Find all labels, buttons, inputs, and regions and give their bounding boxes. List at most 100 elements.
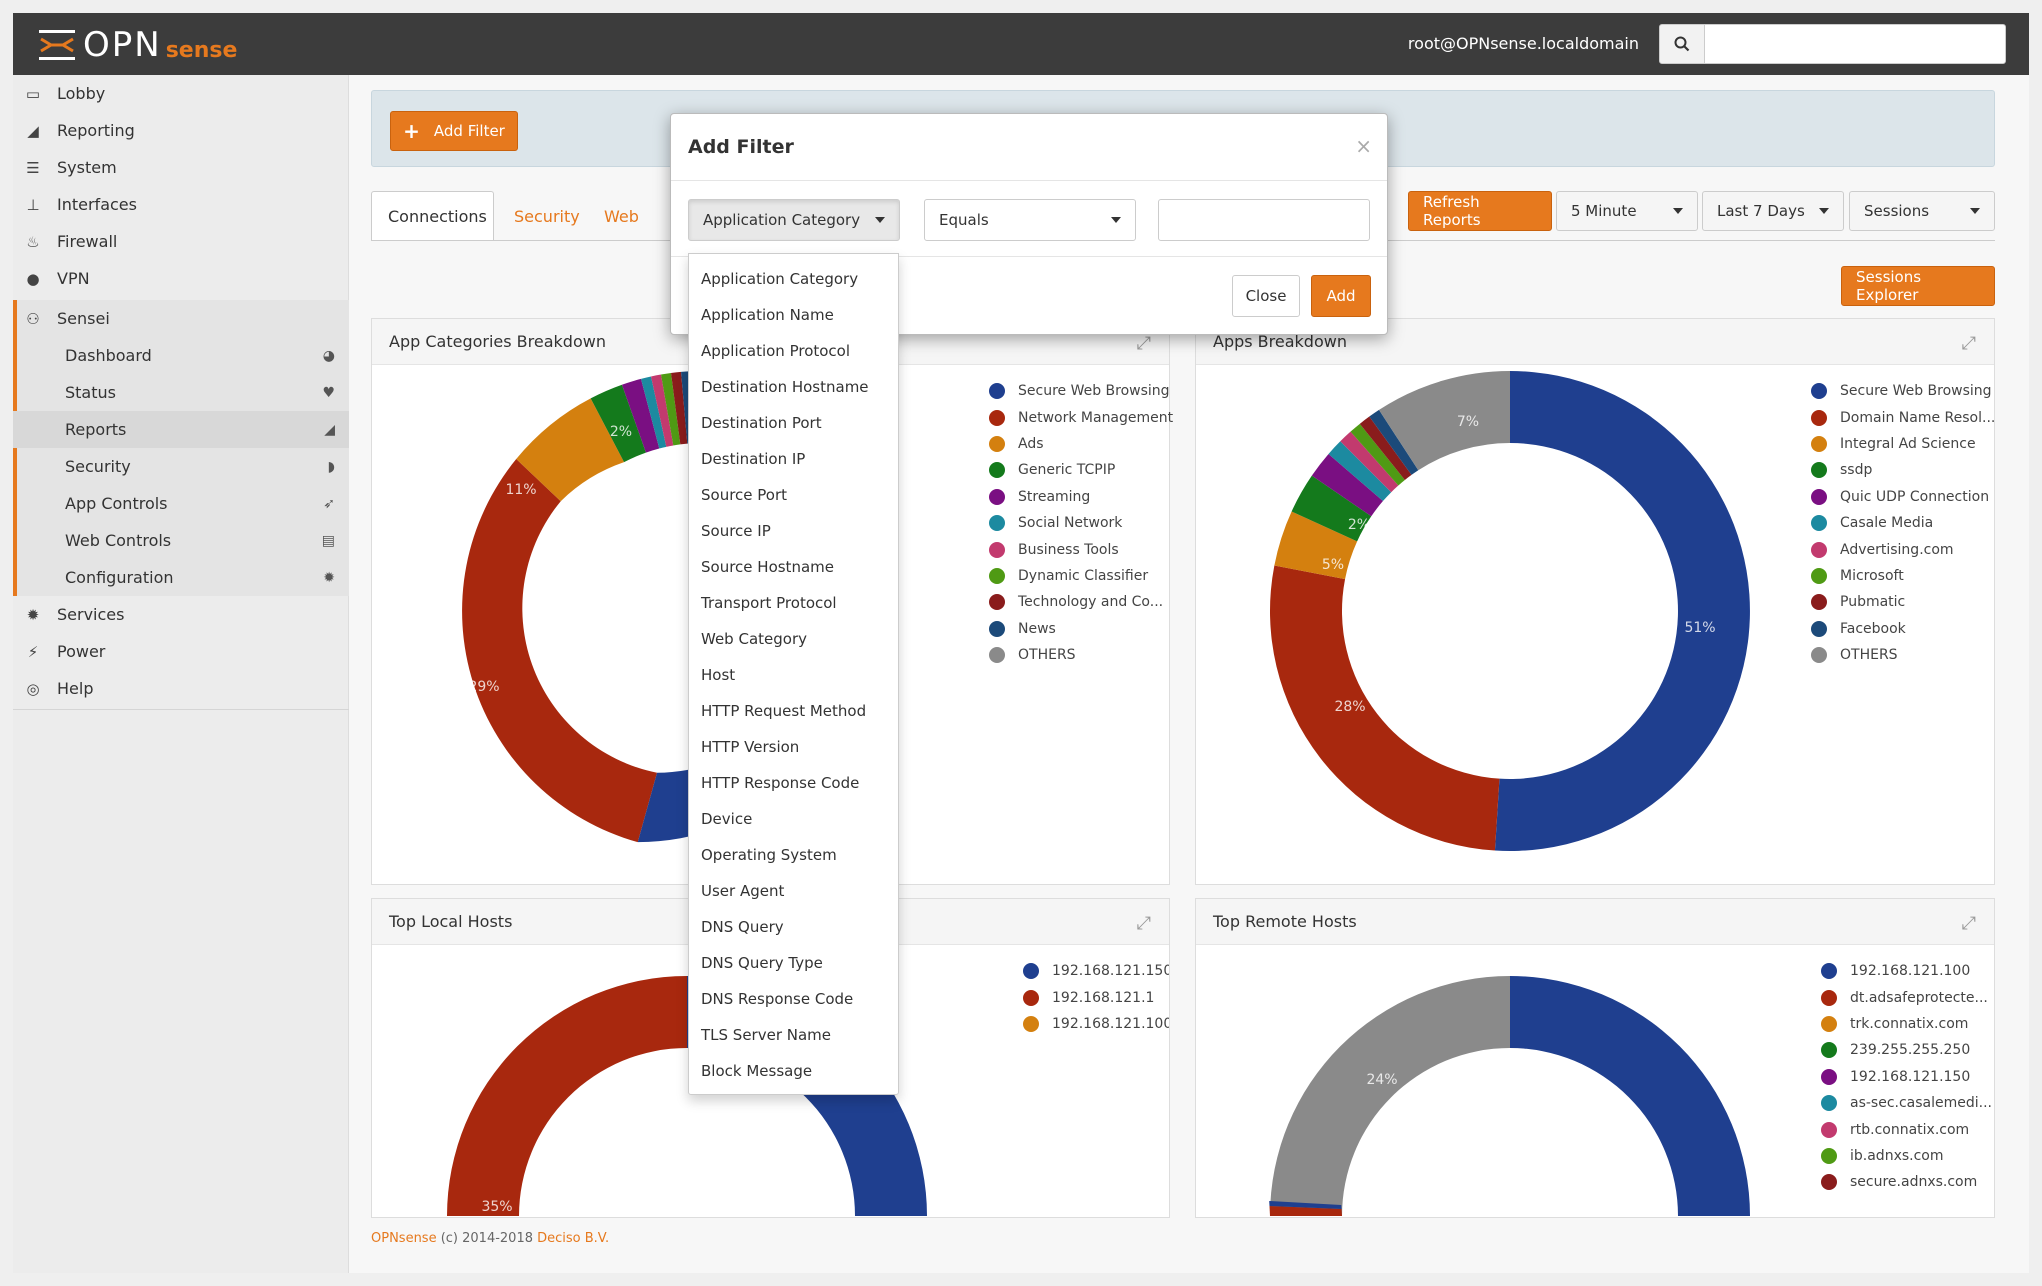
dropdown-option[interactable]: HTTP Version — [701, 738, 800, 756]
dropdown-option[interactable]: DNS Query Type — [701, 954, 823, 972]
dropdown-option[interactable]: Web Category — [701, 630, 807, 648]
legend-item[interactable]: Microsoft — [1811, 563, 1995, 589]
dropdown-option[interactable]: Destination Hostname — [701, 378, 869, 396]
search-input[interactable] — [1704, 24, 2006, 64]
legend-item[interactable]: Streaming — [989, 484, 1173, 510]
sidebar-subitem-web-controls[interactable]: Web Controls ▤ — [13, 522, 349, 559]
dropdown-option[interactable]: HTTP Request Method — [701, 702, 867, 720]
legend-item[interactable]: dt.adsafeprotecte... — [1821, 984, 1992, 1010]
sidebar-item-firewall[interactable]: ♨ Firewall — [13, 223, 349, 260]
legend-item[interactable]: Business Tools — [989, 536, 1173, 562]
sidebar-item-interfaces[interactable]: ⊥ Interfaces — [13, 186, 349, 223]
dropdown-option[interactable]: Source Hostname — [701, 558, 834, 576]
legend-item[interactable]: Quic UDP Connection — [1811, 484, 1995, 510]
sidebar-subitem-security[interactable]: Security ◗ — [13, 448, 349, 485]
legend-item[interactable]: Pubmatic — [1811, 589, 1995, 615]
dropdown-option[interactable]: Device — [701, 810, 753, 828]
dropdown-option[interactable]: Application Protocol — [701, 342, 851, 360]
sidebar-subitem-app-controls[interactable]: App Controls ➶ — [13, 485, 349, 522]
legend-item[interactable]: Network Management — [989, 404, 1173, 430]
dropdown-option[interactable]: Transport Protocol — [701, 594, 837, 612]
sidebar-item-system[interactable]: ☰ System — [13, 149, 349, 186]
footer-company-link[interactable]: Deciso B.V. — [537, 1231, 610, 1246]
filter-field-select[interactable]: Application Category — [688, 199, 900, 241]
sidebar-item-services[interactable]: ✹ Services — [13, 596, 349, 633]
add-filter-button[interactable]: + Add Filter — [390, 111, 518, 151]
legend-item[interactable]: ssdp — [1811, 457, 1995, 483]
sidebar-subitem-reports[interactable]: Reports ◢ — [13, 411, 349, 448]
legend-dot — [1811, 409, 1827, 426]
dropdown-option[interactable]: Destination IP — [701, 450, 806, 468]
legend-item[interactable]: Social Network — [989, 510, 1173, 536]
legend-item[interactable]: trk.connatix.com — [1821, 1011, 1992, 1037]
sidebar-item-help[interactable]: ◎ Help — [13, 670, 349, 707]
legend-item[interactable]: 239.255.255.250 — [1821, 1037, 1992, 1063]
dropdown-option[interactable]: Source Port — [701, 486, 788, 504]
legend-item[interactable]: Integral Ad Science — [1811, 431, 1995, 457]
refresh-reports-button[interactable]: Refresh Reports — [1408, 191, 1552, 231]
close-button[interactable]: Close — [1232, 275, 1300, 317]
tab-security[interactable]: Security — [498, 191, 596, 241]
tab-connections[interactable]: Connections — [371, 191, 494, 241]
search-button[interactable] — [1659, 24, 1705, 64]
legend-item[interactable]: Secure Web Browsing — [1811, 378, 1995, 404]
legend-item[interactable]: Generic TCPIP — [989, 457, 1173, 483]
legend-item[interactable]: Facebook — [1811, 616, 1995, 642]
range-select[interactable]: Last 7 Days — [1702, 191, 1844, 231]
legend-item[interactable]: Secure Web Browsing — [989, 378, 1173, 404]
footer-brand-link[interactable]: OPNsense — [371, 1231, 437, 1246]
dropdown-option[interactable]: DNS Query — [701, 918, 784, 936]
filter-value-input[interactable] — [1158, 199, 1370, 241]
dropdown-option[interactable]: HTTP Response Code — [701, 774, 860, 792]
legend-item[interactable]: Technology and Co... — [989, 589, 1173, 615]
legend-item[interactable]: 192.168.121.100 — [1023, 1011, 1169, 1037]
sidebar-item-lobby[interactable]: ▭ Lobby — [13, 75, 349, 112]
legend-item[interactable]: 192.168.121.150 — [1821, 1064, 1992, 1090]
legend-item[interactable]: Advertising.com — [1811, 536, 1995, 562]
expand-icon[interactable]: ⤢ — [1961, 913, 1976, 934]
legend-item[interactable]: OTHERS — [989, 642, 1173, 668]
sidebar-subitem-dashboard[interactable]: Dashboard ◕ — [13, 337, 349, 374]
dropdown-option[interactable]: DNS Response Code — [701, 990, 854, 1008]
dropdown-option[interactable]: Application Name — [701, 306, 834, 324]
sidebar-item-vpn[interactable]: ● VPN — [13, 260, 349, 297]
close-icon[interactable]: × — [1355, 134, 1372, 158]
sessions-explorer-button[interactable]: Sessions Explorer — [1841, 266, 1995, 306]
legend-item[interactable]: 192.168.121.100 — [1821, 958, 1992, 984]
legend-item[interactable]: as-sec.casalemedi... — [1821, 1090, 1992, 1116]
expand-icon[interactable]: ⤢ — [1136, 333, 1151, 354]
sidebar-subitem-status[interactable]: Status ♥ — [13, 374, 349, 411]
legend-item[interactable]: 192.168.121.1 — [1023, 984, 1169, 1010]
interval-select[interactable]: 5 Minute — [1556, 191, 1698, 231]
opnsense-logo[interactable]: OPN sense — [37, 25, 237, 65]
dropdown-option[interactable]: TLS Server Name — [701, 1026, 832, 1044]
dropdown-option[interactable]: Operating System — [701, 846, 837, 864]
legend-item[interactable]: OTHERS — [1811, 642, 1995, 668]
user-label[interactable]: root@OPNsense.localdomain — [1407, 34, 1639, 53]
legend-item[interactable]: News — [989, 616, 1173, 642]
legend-item[interactable]: secure.adnxs.com — [1821, 1169, 1992, 1195]
sidebar-item-sensei[interactable]: ⚇ Sensei — [13, 300, 349, 337]
legend-item[interactable]: Ads — [989, 431, 1173, 457]
legend-item[interactable]: Domain Name Resol... — [1811, 404, 1995, 430]
dropdown-option[interactable]: Host — [701, 666, 736, 684]
sidebar-subitem-configuration[interactable]: Configuration ✹ — [13, 559, 349, 596]
dropdown-option[interactable]: Destination Port — [701, 414, 822, 432]
expand-icon[interactable]: ⤢ — [1961, 333, 1976, 354]
legend-item[interactable]: Casale Media — [1811, 510, 1995, 536]
dropdown-option[interactable]: Source IP — [701, 522, 771, 540]
sidebar-item-reporting[interactable]: ◢ Reporting — [13, 112, 349, 149]
filter-operator-select[interactable]: Equals — [924, 199, 1136, 241]
sidebar-item-power[interactable]: ⚡ Power — [13, 633, 349, 670]
metric-select[interactable]: Sessions — [1849, 191, 1995, 231]
legend-item[interactable]: rtb.connatix.com — [1821, 1116, 1992, 1142]
expand-icon[interactable]: ⤢ — [1136, 913, 1151, 934]
legend-item[interactable]: Dynamic Classifier — [989, 563, 1173, 589]
add-button[interactable]: Add — [1311, 275, 1371, 317]
dropdown-option[interactable]: Block Message — [701, 1062, 813, 1080]
legend-item[interactable]: ib.adnxs.com — [1821, 1143, 1992, 1169]
legend-item[interactable]: 192.168.121.150 — [1023, 958, 1169, 984]
dropdown-option[interactable]: Application Category — [701, 270, 859, 288]
dropdown-option[interactable]: User Agent — [701, 882, 785, 900]
tab-web[interactable]: Web — [588, 191, 655, 241]
